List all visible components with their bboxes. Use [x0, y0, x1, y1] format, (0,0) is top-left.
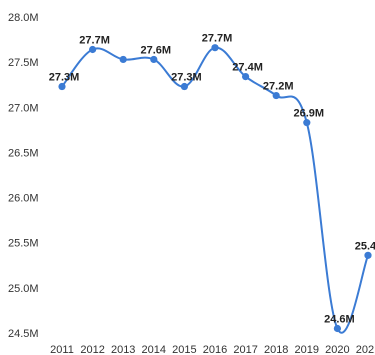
- y-tick-label: 26.0M: [8, 193, 39, 205]
- y-tick-label: 28.0M: [8, 12, 39, 24]
- x-tick-label: 2013: [111, 344, 135, 355]
- x-axis: 2011 2012 2013 2014 2015 2016 2017 2018 2019 2020…: [50, 344, 375, 355]
- x-tick-label: 2011: [50, 344, 74, 355]
- x-tick-label: 2014: [142, 344, 166, 355]
- data-label: 27.7M: [79, 35, 110, 47]
- x-tick-label: 2019: [295, 344, 319, 355]
- data-point: [272, 91, 280, 100]
- data-point: [211, 44, 219, 52]
- x-tick-label: 2018: [264, 344, 288, 355]
- data-label: 27.4M: [232, 62, 263, 74]
- data-label: 27.3M: [171, 72, 202, 84]
- data-point: [58, 82, 66, 91]
- y-tick-label: 27.0M: [8, 102, 39, 114]
- data-label: 27.3M: [49, 72, 80, 84]
- y-tick-label: 27.5M: [8, 57, 39, 69]
- data-label: 27.2M: [263, 81, 294, 93]
- x-tick-label: 2012: [80, 344, 104, 355]
- data-label: 25.4M: [355, 240, 375, 252]
- series-line: [61, 46, 369, 334]
- x-tick-label: 2016: [203, 344, 227, 355]
- y-axis: 24.5M 25.0M 25.5M 26.0M 26.5M 27.0M 27.5M 28.0M: [8, 12, 39, 340]
- data-label: 27.7M: [202, 33, 233, 45]
- y-tick-label: 25.5M: [8, 238, 39, 250]
- data-point: [333, 324, 341, 333]
- data-point: [119, 55, 127, 64]
- data-point: [89, 45, 97, 54]
- y-tick-label: 26.5M: [8, 147, 39, 159]
- y-tick-label: 24.5M: [8, 328, 39, 340]
- data-label: 26.9M: [294, 108, 325, 120]
- data-point: [364, 251, 372, 259]
- data-point: [180, 82, 188, 91]
- data-point: [150, 55, 158, 64]
- data-label: 24.6M: [324, 313, 355, 325]
- y-tick-label: 25.0M: [8, 283, 39, 295]
- data-points: [58, 44, 372, 333]
- x-tick-label: 2017: [233, 344, 257, 355]
- data-point: [242, 72, 250, 81]
- x-tick-label: 2020: [325, 344, 349, 355]
- data-label: 27.6M: [141, 44, 172, 56]
- x-tick-label: 2015: [172, 344, 196, 355]
- x-tick-label: 2021: [356, 344, 375, 355]
- data-point: [303, 119, 311, 127]
